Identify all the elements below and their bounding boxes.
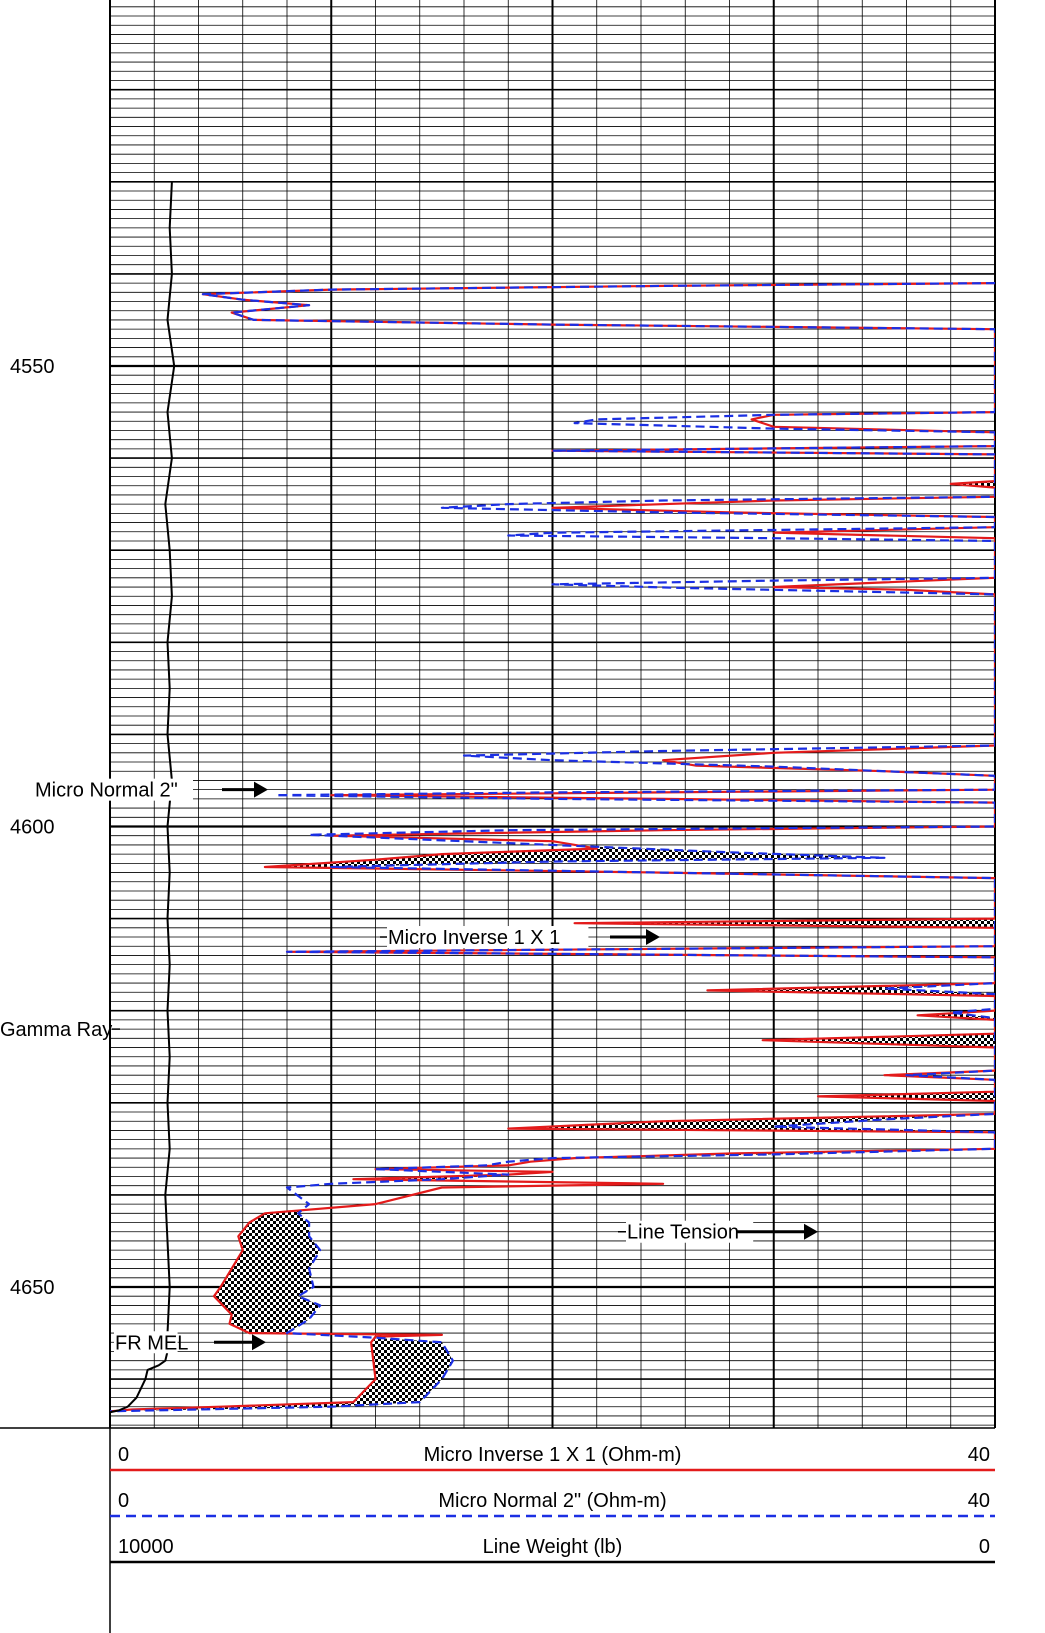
crossover-fill xyxy=(574,919,995,927)
scale-label: Micro Inverse 1 X 1 (Ohm-m) xyxy=(424,1444,682,1466)
annotation-background xyxy=(0,1018,95,1041)
crossover-fill xyxy=(818,1092,995,1100)
annotation-background xyxy=(114,1331,178,1354)
depth-label: 4650 xyxy=(10,1277,55,1299)
crossover-fill xyxy=(264,846,885,872)
annotation-background xyxy=(34,778,193,801)
annotation-label: Gamma Ray xyxy=(0,1019,112,1041)
micro-normal-curve xyxy=(110,282,995,1413)
scale-header: 0 Micro Inverse 1 X 1 (Ohm-m) 40 0 Micro Nor… xyxy=(0,1427,1045,1633)
annotation-background xyxy=(387,926,589,949)
annotation-label: Micro Normal 2" xyxy=(35,780,178,802)
crossover-fill xyxy=(121,1338,453,1411)
annotation-arrow-head xyxy=(252,1334,266,1351)
scale-left-value: 0 xyxy=(118,1444,129,1466)
scale-right-value: 40 xyxy=(968,1444,990,1466)
depth-label: 4550 xyxy=(10,356,55,378)
annotation-label: FR MEL xyxy=(115,1332,188,1354)
scale-left-value: 0 xyxy=(118,1490,129,1512)
micro-inverse-curve xyxy=(110,282,995,1413)
annotation-arrow-head xyxy=(254,781,268,798)
annotation-arrow-head xyxy=(646,929,660,946)
annotation-label: Micro Inverse 1 X 1 xyxy=(388,927,560,949)
log-curves xyxy=(110,181,995,1414)
depth-label: 4600 xyxy=(10,817,55,839)
annotation-arrow-head xyxy=(804,1223,818,1240)
scale-left-value: 10000 xyxy=(118,1536,174,1558)
scale-label: Line Weight (lb) xyxy=(483,1536,623,1558)
line-tension-curve xyxy=(110,181,176,1414)
crossover-fill xyxy=(508,1114,977,1132)
log-grid xyxy=(109,0,996,1428)
crossover-fill xyxy=(707,984,995,995)
annotation-background xyxy=(626,1220,754,1243)
depth-labels: 4550 4600 4650 xyxy=(10,356,55,1299)
annotation-label: Line Tension xyxy=(627,1222,739,1244)
scale-right-value: 40 xyxy=(968,1490,990,1512)
crossover-fill xyxy=(762,1034,995,1047)
crossover-fill xyxy=(950,482,995,487)
header-background xyxy=(0,1428,1045,1633)
scale-label: Micro Normal 2" (Ohm-m) xyxy=(438,1490,666,1512)
scale-right-value: 0 xyxy=(979,1536,990,1558)
curve-annotations: Micro Normal 2" Micro Inverse 1 X 1 Gamma … xyxy=(0,778,818,1354)
